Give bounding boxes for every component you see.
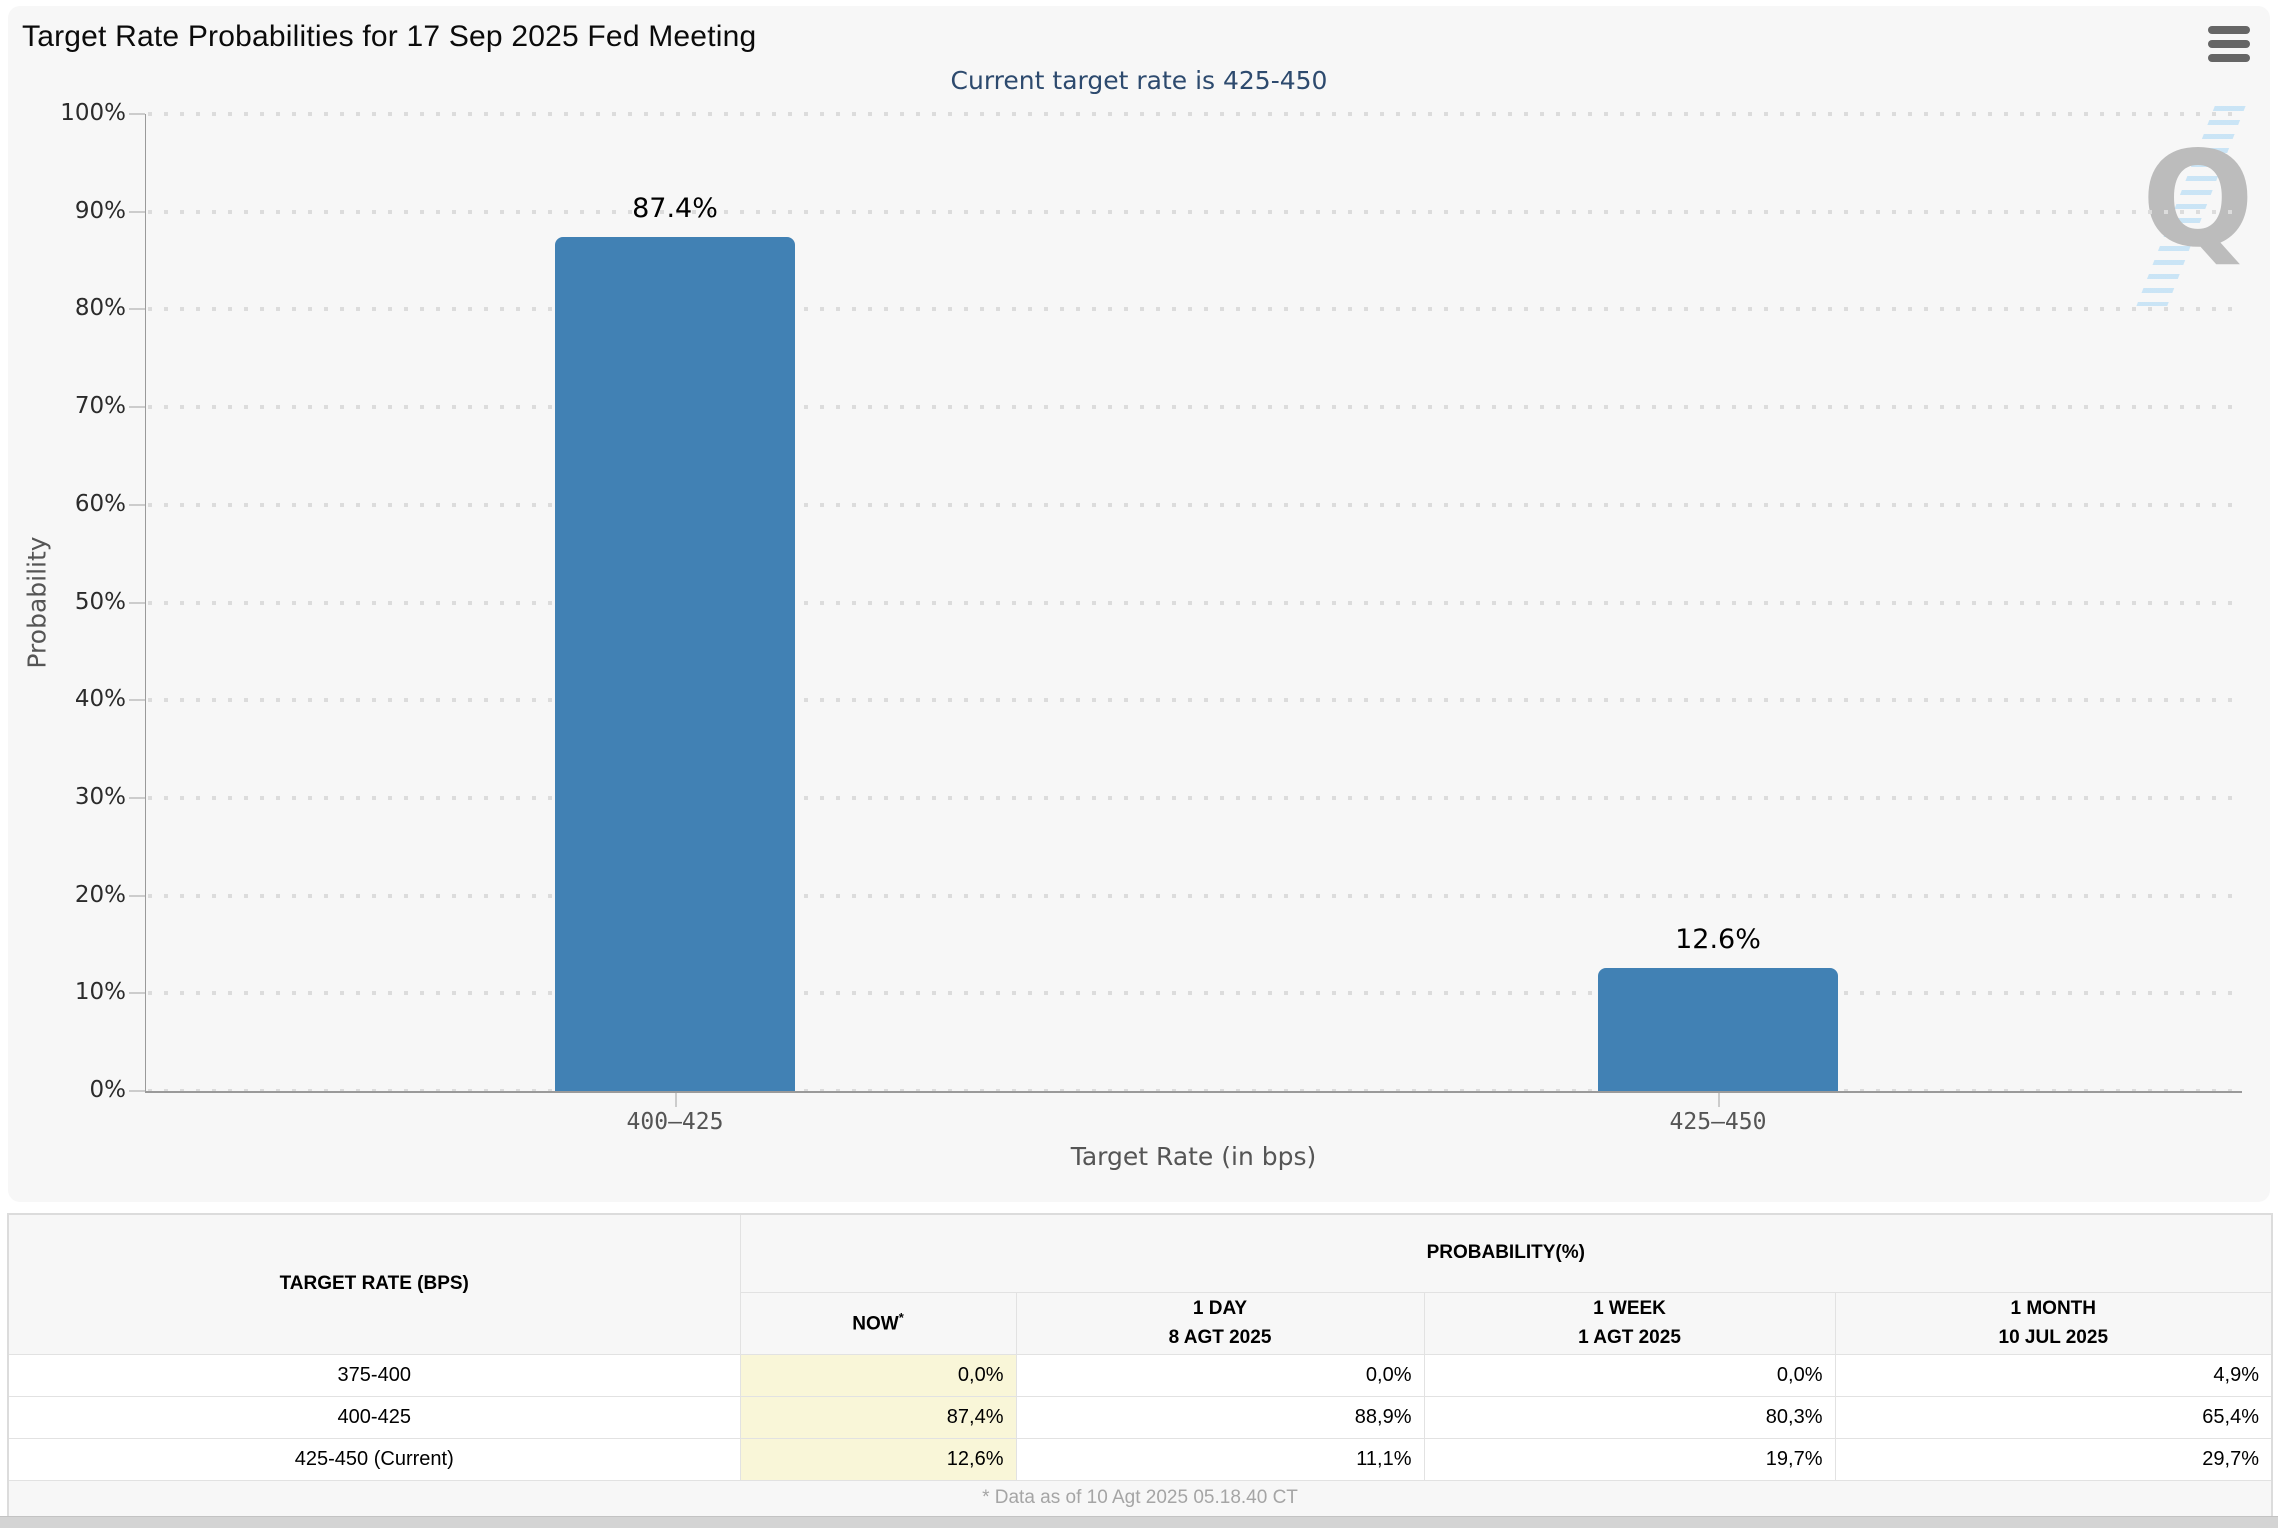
y-axis-tick (129, 113, 145, 115)
gridline (148, 209, 2242, 214)
week-cell: 19,7% (1423, 1437, 1836, 1481)
y-axis-tick (129, 601, 145, 604)
rate-cell: 425-450 (Current) (7, 1437, 741, 1481)
y-axis-tick-label: 60% (74, 490, 126, 517)
gridline (148, 112, 2242, 116)
x-axis-category-label: 425–450 (1669, 1109, 1767, 1135)
y-axis-tick (129, 1090, 145, 1092)
gridline (148, 600, 2242, 605)
y-axis-tick-label: 70% (74, 393, 126, 420)
table-header-probability: PROBABILITY(%) (739, 1213, 2273, 1293)
y-axis-tick (129, 699, 145, 702)
day-cell: 88,9% (1015, 1395, 1425, 1439)
table-header-now: NOW* (739, 1291, 1017, 1355)
bar-value-label: 12.6% (1675, 924, 1761, 955)
y-axis-tick-label: 100% (60, 100, 126, 126)
y-axis-tick (129, 308, 145, 311)
probability-table: TARGET RATE (BPS) PROBABILITY(%) NOW* 1 … (7, 1213, 2274, 1518)
y-axis-tick-label: 50% (74, 588, 126, 615)
gridline (148, 502, 2242, 507)
rate-cell: 400-425 (7, 1395, 741, 1439)
table-row: 425-450 (Current) 12,6% 11,1% 19,7% 29,7… (7, 1437, 2273, 1481)
y-axis-tick (129, 210, 145, 213)
x-axis-tick (675, 1093, 677, 1107)
y-axis-tick (129, 992, 145, 995)
watermark-q-icon: Q (2141, 123, 2254, 277)
y-axis-tick-label: 40% (74, 686, 126, 713)
table-header-1month: 1 MONTH 10 JUL 2025 (1834, 1291, 2273, 1355)
gridline (148, 795, 2242, 800)
bar-value-label: 87.4% (632, 193, 718, 224)
x-axis-line (145, 1091, 2242, 1093)
quikstrike-watermark: Q (2128, 106, 2268, 306)
rate-cell: 375-400 (7, 1353, 741, 1397)
month-cell: 29,7% (1834, 1437, 2273, 1481)
y-axis-tick-label: 20% (74, 881, 126, 908)
table-header-target-rate: TARGET RATE (BPS) (7, 1213, 741, 1355)
bar-chart: Q 0% 10% 20% 30% 40% 50% 60% 70% 80% 90% 100% Prob… (8, 6, 2270, 1202)
y-axis-tick (129, 796, 145, 799)
now-cell: 0,0% (739, 1353, 1017, 1397)
week-cell: 80,3% (1423, 1395, 1836, 1439)
y-axis-tick-label: 0% (89, 1077, 127, 1103)
y-axis-tick-label: 30% (74, 783, 126, 810)
y-axis-tick (129, 406, 145, 409)
horizontal-scrollbar[interactable] (0, 1516, 2278, 1528)
hamburger-menu-icon (2208, 54, 2250, 62)
gridline (148, 991, 2242, 996)
gridline (148, 893, 2242, 898)
y-axis-title: Probability (22, 536, 52, 669)
chart-subtitle: Current target rate is 425-450 (950, 66, 1328, 95)
day-cell: 0,0% (1015, 1353, 1425, 1397)
chart-context-menu-button[interactable] (2208, 26, 2250, 62)
table-row: 375-400 0,0% 0,0% 0,0% 4,9% (7, 1353, 2273, 1397)
gridline (148, 698, 2242, 703)
x-axis-category-label: 400–425 (626, 1109, 724, 1135)
x-axis-tick (1718, 1093, 1720, 1107)
chart-bar-425–450[interactable] (1598, 968, 1838, 1091)
y-axis-tick (129, 894, 145, 897)
now-cell: 87,4% (739, 1395, 1017, 1439)
y-axis-tick-label: 80% (74, 295, 126, 322)
x-axis-title: Target Rate (in bps) (1070, 1142, 1317, 1171)
chart-panel: Target Rate Probabilities for 17 Sep 202… (8, 6, 2270, 1202)
table-footer-row: * Data as of 10 Agt 2025 05.18.40 CT (7, 1479, 2273, 1518)
month-cell: 4,9% (1834, 1353, 2273, 1397)
table-row: 400-425 87,4% 88,9% 80,3% 65,4% (7, 1395, 2273, 1439)
day-cell: 11,1% (1015, 1437, 1425, 1481)
now-cell: 12,6% (739, 1437, 1017, 1481)
gridline (148, 307, 2242, 312)
table-header-1week: 1 WEEK 1 AGT 2025 (1423, 1291, 1836, 1355)
table-header-1day: 1 DAY 8 AGT 2025 (1015, 1291, 1425, 1355)
hamburger-menu-icon (2208, 26, 2250, 34)
y-axis-tick-label: 10% (74, 979, 126, 1006)
week-cell: 0,0% (1423, 1353, 1836, 1397)
y-axis-tick (129, 503, 145, 506)
hamburger-menu-icon (2208, 40, 2250, 48)
y-axis-line (145, 114, 146, 1091)
y-axis-tick-label: 90% (74, 197, 126, 224)
chart-bar-400–425[interactable] (555, 237, 795, 1091)
month-cell: 65,4% (1834, 1395, 2273, 1439)
data-as-of-note: * Data as of 10 Agt 2025 05.18.40 CT (7, 1479, 2273, 1518)
page-title: Target Rate Probabilities for 17 Sep 202… (22, 20, 757, 53)
gridline (148, 405, 2242, 410)
